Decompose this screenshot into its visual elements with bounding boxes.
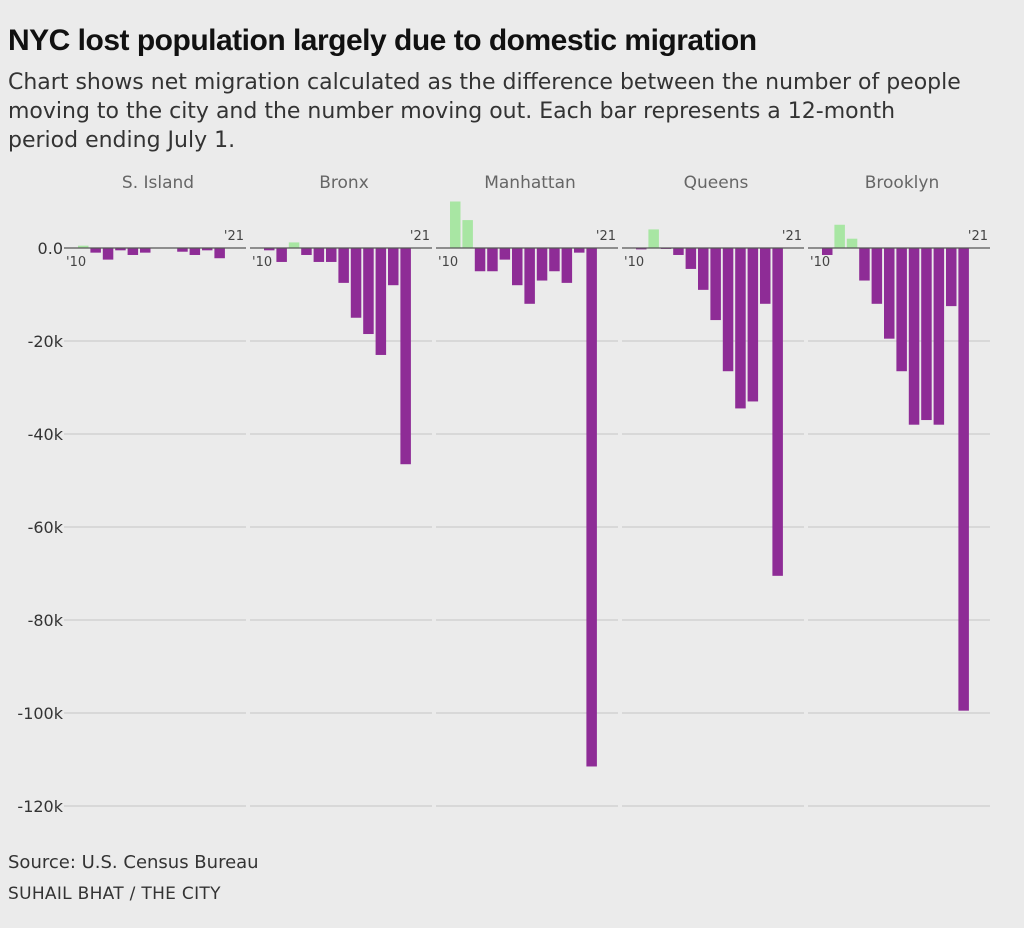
bar — [301, 248, 312, 255]
y-tick-label: -20k — [28, 332, 64, 351]
start-year-label: '10 — [810, 255, 830, 270]
credit-line: SUHAIL BHAT / THE CITY — [8, 884, 221, 904]
bar — [487, 248, 498, 272]
bar — [747, 248, 759, 402]
bar — [921, 248, 932, 421]
bar — [474, 248, 486, 272]
bar — [536, 248, 548, 281]
bar — [115, 248, 126, 251]
bar — [90, 248, 101, 253]
bar — [636, 248, 647, 250]
bar — [375, 248, 387, 355]
bar — [400, 248, 411, 465]
bar — [189, 248, 201, 255]
bar — [896, 248, 907, 372]
bar — [648, 229, 659, 248]
bar — [549, 248, 560, 272]
bar — [326, 248, 337, 262]
source-note: Source: U.S. Census Bureau — [8, 852, 259, 873]
bar — [288, 242, 300, 248]
bar — [760, 248, 771, 304]
bar — [673, 248, 684, 255]
end-year-label: '21 — [968, 229, 988, 244]
bar — [574, 248, 585, 253]
bar — [363, 248, 374, 335]
bar — [140, 248, 151, 253]
bar — [313, 248, 325, 262]
bar — [512, 248, 523, 286]
bar — [350, 248, 362, 318]
bar — [202, 248, 213, 251]
bar — [846, 238, 858, 248]
bar — [78, 245, 89, 248]
bar — [450, 201, 461, 248]
start-year-label: '10 — [624, 255, 644, 270]
bar — [499, 248, 511, 260]
bar — [127, 248, 139, 255]
bar — [586, 248, 597, 767]
chart-title: NYC lost population largely due to domes… — [8, 24, 757, 57]
panel-title: Queens — [684, 173, 749, 193]
bar — [834, 224, 845, 248]
y-tick-label: 0.0 — [38, 239, 63, 258]
bar — [908, 248, 920, 425]
end-year-label: '21 — [596, 229, 616, 244]
bar — [462, 220, 473, 248]
y-tick-label: -120k — [17, 797, 63, 816]
bar — [685, 248, 697, 269]
bar — [722, 248, 734, 372]
panel-title: S. Island — [122, 173, 194, 193]
start-year-label: '10 — [252, 255, 272, 270]
bar — [214, 248, 225, 259]
bar — [710, 248, 721, 321]
bar — [822, 248, 833, 255]
bar — [388, 248, 399, 286]
bar — [561, 248, 573, 283]
end-year-label: '21 — [782, 229, 802, 244]
migration-chart: 0.0 -20k -40k -60k -80k -100k -120k S. Island '1… — [17, 173, 990, 816]
bar — [264, 248, 275, 251]
y-tick-label: -100k — [17, 704, 63, 723]
y-tick-label: -60k — [28, 518, 64, 537]
end-year-label: '21 — [224, 229, 244, 244]
bar — [338, 248, 349, 283]
bar — [933, 248, 945, 425]
bar — [102, 248, 114, 260]
bar — [884, 248, 895, 339]
bar — [946, 248, 957, 307]
y-tick-label: -80k — [28, 611, 64, 630]
start-year-label: '10 — [438, 255, 458, 270]
bar — [859, 248, 870, 281]
bar — [772, 248, 783, 576]
bar — [735, 248, 746, 409]
panel-title: Brooklyn — [865, 173, 939, 193]
bar — [276, 248, 287, 262]
bar — [958, 248, 969, 711]
end-year-label: '21 — [410, 229, 430, 244]
start-year-label: '10 — [66, 255, 86, 270]
bar — [177, 248, 188, 252]
bar — [524, 248, 535, 304]
bar — [871, 248, 883, 304]
chart-subtitle: Chart shows net migration calculated as … — [8, 70, 961, 153]
panel-title: Bronx — [319, 173, 369, 193]
panel-title: Manhattan — [484, 173, 576, 193]
y-tick-label: -40k — [28, 425, 64, 444]
bar — [698, 248, 709, 290]
